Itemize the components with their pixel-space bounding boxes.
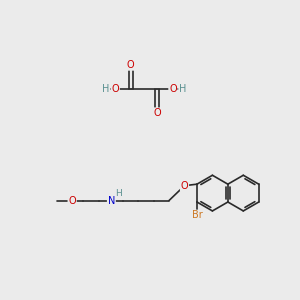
- Text: O: O: [68, 196, 76, 206]
- Text: H: H: [102, 84, 110, 94]
- Text: O: O: [169, 84, 177, 94]
- Text: Br: Br: [192, 210, 202, 220]
- Text: O: O: [127, 60, 134, 70]
- Text: O: O: [181, 181, 188, 191]
- Text: N: N: [108, 196, 115, 206]
- Text: O: O: [111, 84, 119, 94]
- Text: O: O: [154, 108, 161, 118]
- Text: H: H: [179, 84, 186, 94]
- Text: H: H: [116, 190, 122, 199]
